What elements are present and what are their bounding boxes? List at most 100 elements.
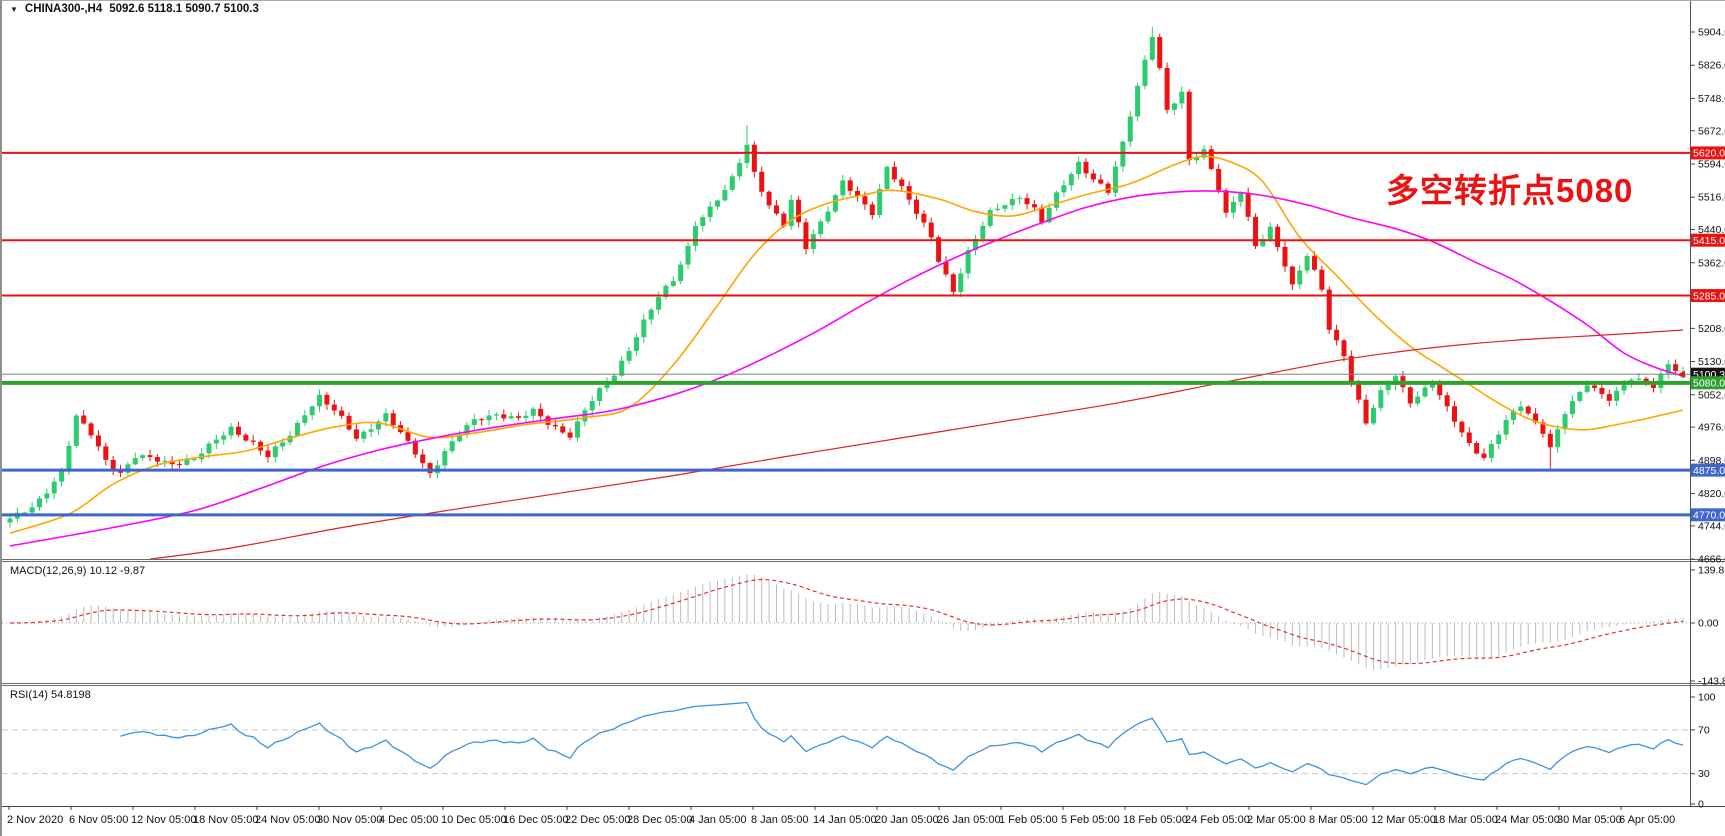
- candle: [1562, 411, 1568, 435]
- chart-text-annotation[interactable]: 多空转折点5080: [1386, 172, 1634, 209]
- macd-indicator-label: MACD(12,26,9) 10.12 -9.87: [10, 565, 146, 577]
- candle: [633, 333, 639, 356]
- candle: [950, 272, 956, 297]
- candle: [751, 141, 757, 178]
- candle: [958, 268, 964, 298]
- candle: [1253, 213, 1259, 249]
- ohlc-quote-label: 5092.6 5118.1 5090.7 5100.3: [109, 3, 259, 15]
- candle: [914, 195, 920, 220]
- candle: [803, 218, 809, 255]
- candle: [1149, 26, 1155, 62]
- candle: [1009, 193, 1015, 211]
- candle: [1223, 188, 1229, 218]
- candle: [530, 406, 536, 422]
- candle: [928, 217, 934, 241]
- candle: [1474, 440, 1480, 455]
- candle: [420, 448, 426, 469]
- symbol-dropdown-icon[interactable]: ▼: [10, 5, 18, 14]
- candle: [1370, 404, 1376, 426]
- candle: [405, 427, 411, 443]
- candle: [840, 175, 846, 199]
- candle: [7, 515, 13, 528]
- price-tick-label: 5594.0: [1698, 158, 1725, 170]
- candle: [1466, 426, 1472, 446]
- macd-tick-label: -143.82: [1698, 676, 1725, 688]
- candle: [1282, 241, 1288, 272]
- candle: [884, 165, 890, 190]
- candle: [442, 448, 448, 470]
- candle: [1407, 386, 1413, 408]
- rsi-tick-label: 0: [1698, 799, 1704, 811]
- candle: [1267, 222, 1273, 243]
- candle: [331, 399, 337, 416]
- candle: [1481, 448, 1487, 461]
- candle: [302, 409, 308, 426]
- candle: [1503, 414, 1509, 441]
- candle: [995, 203, 1001, 212]
- candle: [1422, 384, 1428, 398]
- candle: [538, 403, 544, 422]
- candle: [818, 219, 824, 239]
- candle: [1348, 350, 1354, 387]
- candle: [221, 431, 227, 445]
- candle: [1326, 286, 1332, 334]
- candle: [184, 454, 190, 467]
- time-axis-label: 2 Mar 05:00: [1247, 814, 1306, 826]
- price-tick-label: 5130.0: [1698, 356, 1725, 368]
- candle: [1068, 172, 1074, 191]
- candle: [1238, 191, 1244, 208]
- candle: [832, 193, 838, 213]
- candle: [1319, 265, 1325, 293]
- candle: [1054, 190, 1060, 211]
- price-badge-label: 5285.0: [1693, 290, 1725, 302]
- candle: [855, 186, 861, 202]
- symbol-timeframe-label: CHINA300-,H4: [24, 3, 103, 15]
- candle: [1297, 265, 1303, 290]
- slow-ma-line: [149, 329, 1684, 560]
- candle: [449, 436, 455, 454]
- candle: [1031, 199, 1037, 212]
- time-axis-label: 24 Feb 05:00: [1185, 814, 1250, 826]
- macd-tick-label: 139.86: [1698, 565, 1725, 577]
- price-badge-4875.0: [1691, 463, 1725, 477]
- time-axis-label: 1 Feb 05:00: [999, 814, 1058, 826]
- candle: [471, 413, 477, 430]
- rsi-line: [120, 701, 1684, 786]
- candle: [1171, 102, 1177, 115]
- candle: [368, 423, 374, 437]
- time-axis-label: 24 Mar 05:00: [1495, 814, 1560, 826]
- price-tick-label: 5748.0: [1698, 93, 1725, 105]
- candle: [1415, 391, 1421, 406]
- candle: [324, 392, 330, 411]
- candle: [353, 424, 359, 442]
- price-tick-label: 4744.0: [1698, 520, 1725, 532]
- candle: [110, 455, 116, 476]
- candle: [589, 395, 595, 416]
- candle: [81, 410, 87, 425]
- time-axis-label: 6 Nov 05:00: [69, 814, 129, 826]
- candle: [980, 221, 986, 243]
- time-axis: 2 Nov 2020 6 Nov 05:00 12 Nov 05:00 18 Nov …: [2, 810, 1725, 836]
- rsi-tick-label: 70: [1698, 724, 1710, 736]
- price-badge-4770.0: [1691, 508, 1725, 522]
- rsi-tick-label: 30: [1698, 768, 1710, 780]
- candle: [1525, 405, 1531, 416]
- candle: [1651, 377, 1657, 393]
- time-axis-label: 5 Feb 05:00: [1061, 814, 1120, 826]
- candle: [44, 488, 50, 504]
- candle: [766, 190, 772, 209]
- candle: [678, 261, 684, 285]
- candle: [1606, 390, 1612, 407]
- price-axis-badges: 5620.05415.05285.05100.35080.04875.04770…: [1691, 146, 1725, 522]
- candle: [810, 229, 816, 255]
- price-badge-label: 4770.0: [1693, 510, 1725, 522]
- candle: [516, 412, 522, 421]
- time-axis-label: 14 Jan 05:00: [813, 814, 877, 826]
- candle: [891, 161, 897, 183]
- candle: [95, 430, 101, 452]
- candle: [1002, 204, 1008, 213]
- price-tick-label: 5516.0: [1698, 192, 1725, 204]
- candle: [877, 183, 883, 218]
